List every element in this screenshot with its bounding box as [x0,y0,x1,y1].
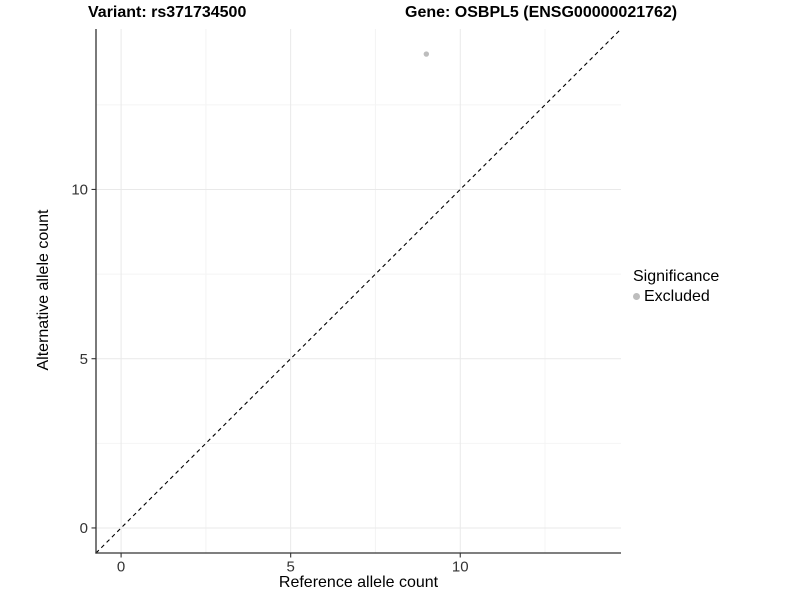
x-tick-label: 5 [286,559,294,576]
legend-item-label: Excluded [644,288,710,305]
plot-title-variant: Variant: rs371734500 [88,4,247,21]
plot-title-gene: Gene: OSBPL5 (ENSG00000021762) [405,4,678,21]
y-tick-label: 0 [80,520,88,537]
y-tick-label: 5 [80,351,88,368]
legend: Significance Excluded [633,266,719,305]
legend-item-excluded: Excluded [633,288,719,305]
data-point [423,51,430,57]
legend-title: Significance [633,268,720,285]
x-tick-label: 0 [117,559,125,576]
y-tick-label: 10 [71,182,88,199]
x-tick-label: 10 [452,559,469,576]
identity-dashed-line [95,28,622,554]
x-axis-label: Reference allele count [278,574,439,591]
y-axis-label: Alternative allele count [35,209,52,371]
legend-point-icon [633,293,640,300]
